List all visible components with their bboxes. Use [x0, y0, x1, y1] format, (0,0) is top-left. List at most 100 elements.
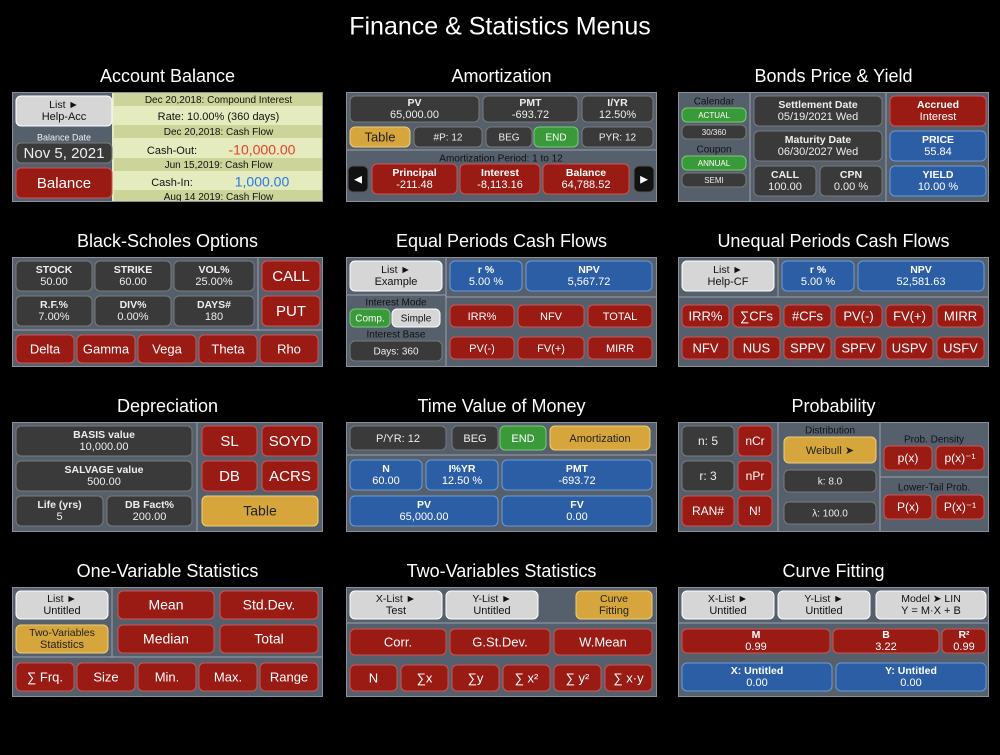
button[interactable]	[777, 590, 871, 620]
button-label[interactable]: Example	[375, 276, 418, 288]
button-label[interactable]: Principal	[392, 167, 436, 179]
button-label[interactable]: PV(-)	[843, 308, 873, 323]
button-label[interactable]: PMT	[566, 463, 589, 475]
button-label[interactable]: Help-CF	[708, 276, 749, 288]
button-label[interactable]: -8,113.16	[477, 179, 523, 191]
button-label[interactable]: Maturity Date	[785, 134, 852, 146]
button-label[interactable]: P(x)	[897, 500, 919, 514]
button[interactable]	[783, 304, 832, 328]
button[interactable]	[449, 336, 515, 360]
button[interactable]	[834, 336, 883, 360]
button[interactable]	[581, 95, 654, 123]
button-label[interactable]: Mean	[148, 597, 183, 613]
button-label[interactable]: Y-List ►	[804, 593, 843, 605]
button-label[interactable]: BEG	[498, 133, 519, 144]
button-label[interactable]: Amortization	[569, 433, 630, 445]
button-label[interactable]: 3.22	[875, 641, 896, 653]
button[interactable]	[681, 124, 747, 140]
button-label[interactable]: 0.00%	[117, 311, 148, 323]
button-label[interactable]: B	[882, 629, 890, 641]
button[interactable]	[517, 304, 585, 328]
button-label[interactable]: Table	[243, 503, 277, 519]
button-label[interactable]: X-List ►	[708, 593, 748, 605]
button[interactable]	[533, 126, 579, 148]
button-label[interactable]: END	[545, 133, 566, 144]
button[interactable]	[737, 495, 773, 527]
button-label[interactable]: END	[511, 433, 534, 445]
button-label[interactable]: Y: Untitled	[885, 665, 937, 677]
button[interactable]	[681, 590, 775, 620]
button[interactable]	[681, 107, 747, 123]
button-label[interactable]: Untitled	[43, 605, 80, 617]
button-label[interactable]: MIRR	[606, 343, 634, 355]
button-label[interactable]: SPFV	[842, 340, 876, 355]
button-label[interactable]: MIRR	[944, 308, 977, 323]
button-label[interactable]: PV	[417, 499, 431, 511]
button-label[interactable]: List ►	[713, 264, 743, 276]
button-label[interactable]: P(x)⁻¹	[944, 500, 976, 514]
button-label[interactable]: 200.00	[133, 511, 167, 523]
button[interactable]	[261, 460, 319, 492]
button[interactable]	[941, 628, 987, 654]
button[interactable]	[449, 628, 551, 656]
button[interactable]	[137, 662, 197, 692]
button-label[interactable]: Weibull ➤	[806, 445, 854, 457]
button[interactable]	[783, 436, 877, 464]
button-label[interactable]: BASIS value	[73, 429, 135, 441]
button[interactable]	[349, 664, 398, 692]
button[interactable]	[459, 163, 541, 195]
button-label[interactable]: Balance	[566, 167, 606, 179]
button-label[interactable]: ∑CFs	[740, 308, 774, 323]
button-label[interactable]: Gamma	[83, 341, 130, 356]
button[interactable]	[201, 460, 258, 492]
button-label[interactable]: ACRS	[269, 468, 311, 485]
button-label[interactable]: Min.	[155, 669, 180, 684]
button-label[interactable]: 25.00%	[195, 276, 233, 288]
button[interactable]	[737, 460, 773, 492]
button[interactable]	[753, 165, 817, 197]
button[interactable]	[15, 495, 104, 527]
button-label[interactable]: #CFs	[792, 308, 824, 323]
button-label[interactable]: Simple	[401, 314, 432, 325]
button-label[interactable]: Help-Acc	[42, 111, 87, 123]
button[interactable]	[94, 295, 172, 327]
button-label[interactable]: 0.00 %	[834, 181, 868, 193]
button[interactable]	[117, 624, 215, 654]
button-label[interactable]: Std.Dev.	[243, 597, 296, 613]
button-label[interactable]: nCr	[745, 434, 764, 448]
button[interactable]	[15, 590, 109, 620]
button-label[interactable]: 5.00 %	[801, 276, 835, 288]
button-label[interactable]: 100.00	[768, 181, 802, 193]
button-label[interactable]: 12.50 %	[442, 475, 483, 487]
button-label[interactable]: List ►	[381, 264, 411, 276]
button[interactable]	[445, 590, 539, 620]
button[interactable]	[883, 445, 933, 471]
button-label[interactable]: STOCK	[36, 264, 73, 276]
button[interactable]	[885, 304, 934, 328]
button[interactable]	[15, 624, 109, 654]
button[interactable]	[349, 590, 443, 620]
button-label[interactable]: Model ➤ LIN	[901, 593, 961, 605]
button-label[interactable]: SL	[220, 433, 238, 450]
button[interactable]	[76, 662, 136, 692]
button-label[interactable]: Delta	[30, 341, 61, 356]
button-label[interactable]: IRR%	[468, 311, 497, 323]
button-label[interactable]: BEG	[463, 433, 486, 445]
button[interactable]	[349, 260, 443, 292]
button-label[interactable]: NPV	[578, 264, 600, 276]
button[interactable]	[482, 95, 579, 123]
button-label[interactable]: SPPV	[790, 340, 825, 355]
button-label[interactable]: 06/30/2027 Wed	[778, 146, 859, 158]
button-label[interactable]: G.St.Dev.	[472, 634, 527, 649]
button-label[interactable]: R.F.%	[40, 299, 69, 311]
button-label[interactable]: 180	[205, 311, 223, 323]
button[interactable]	[15, 142, 113, 164]
button-label[interactable]: DAYS#	[197, 299, 231, 311]
button-label[interactable]: 5	[56, 511, 62, 523]
button-label[interactable]: NPV	[910, 264, 932, 276]
button-label[interactable]: Corr.	[384, 634, 412, 649]
button-label[interactable]: Untitled	[473, 605, 510, 617]
button[interactable]	[681, 495, 735, 527]
button-label[interactable]: 7.00%	[38, 311, 69, 323]
button-label[interactable]: W.Mean	[579, 634, 627, 649]
